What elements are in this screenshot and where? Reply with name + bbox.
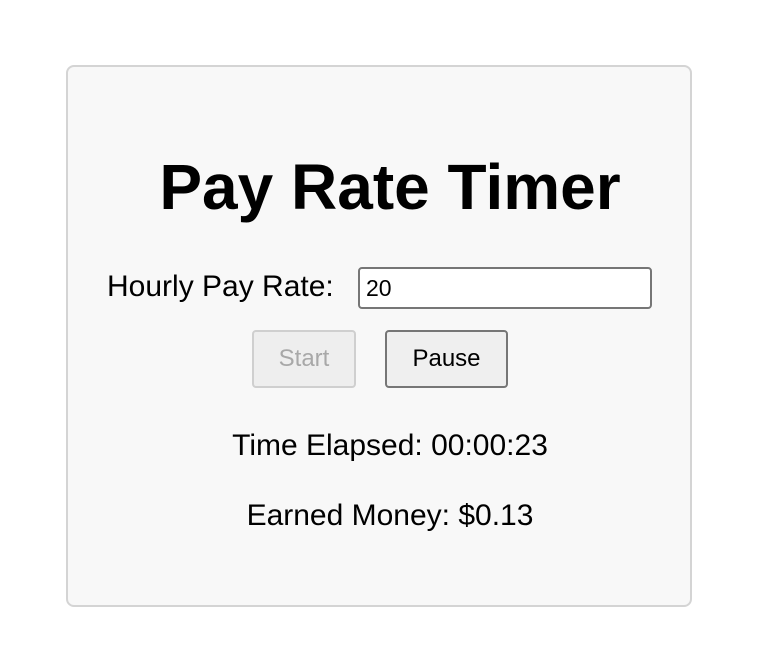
time-elapsed-text: Time Elapsed: 00:00:23 <box>232 429 548 462</box>
start-button[interactable]: Start <box>252 330 356 388</box>
page-title: Pay Rate Timer <box>159 151 621 223</box>
timer-card <box>66 65 692 607</box>
pause-button[interactable]: Pause <box>385 330 508 388</box>
hourly-rate-input[interactable] <box>358 267 652 309</box>
hourly-rate-label: Hourly Pay Rate: <box>107 270 334 303</box>
earned-money-text: Earned Money: $0.13 <box>246 499 534 532</box>
